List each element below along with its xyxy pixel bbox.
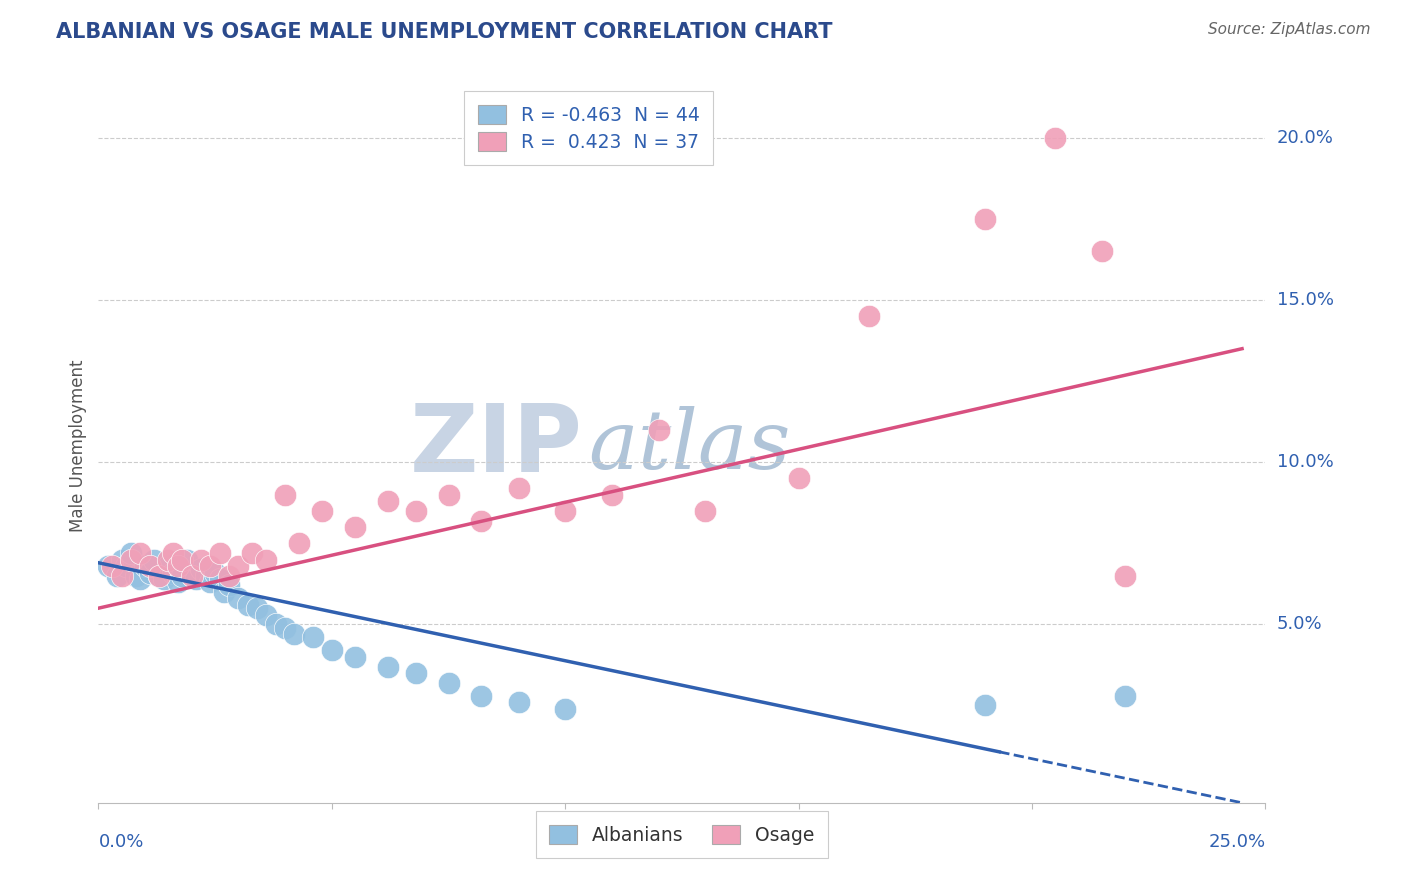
Point (190, 552, 212, 566)
Point (695, 504, 717, 518)
Point (157, 552, 180, 566)
Text: 0.0%: 0.0% (98, 833, 143, 851)
Point (274, 488, 297, 502)
Point (200, 575, 222, 590)
Point (105, 568, 128, 582)
Point (152, 572, 174, 586)
Point (129, 546, 152, 560)
Point (311, 504, 333, 518)
Point (190, 562, 212, 576)
Point (148, 568, 170, 582)
Point (186, 572, 208, 586)
Point (554, 702, 576, 716)
Point (405, 504, 427, 518)
Point (554, 504, 576, 518)
Point (115, 559, 138, 574)
Point (470, 689, 492, 703)
Point (256, 552, 278, 566)
Point (157, 559, 180, 574)
Point (148, 568, 170, 582)
Point (1045, 131, 1067, 145)
Text: 10.0%: 10.0% (1277, 453, 1333, 471)
Point (204, 566, 226, 580)
Y-axis label: Male Unemployment: Male Unemployment (69, 359, 87, 533)
Text: 25.0%: 25.0% (1208, 833, 1265, 851)
Point (344, 649, 367, 664)
Point (172, 568, 194, 582)
Point (344, 520, 367, 534)
Point (101, 559, 124, 574)
Point (228, 591, 250, 606)
Point (120, 546, 142, 560)
Point (256, 607, 278, 622)
Text: 20.0%: 20.0% (1277, 128, 1333, 147)
Point (264, 617, 287, 632)
Point (125, 568, 148, 582)
Text: 5.0%: 5.0% (1277, 615, 1322, 633)
Text: ALBANIAN VS OSAGE MALE UNEMPLOYMENT CORRELATION CHART: ALBANIAN VS OSAGE MALE UNEMPLOYMENT CORR… (56, 22, 832, 42)
Point (236, 598, 259, 612)
Point (162, 566, 184, 580)
Point (508, 695, 530, 709)
Point (134, 559, 156, 574)
Point (437, 675, 460, 690)
Text: ZIP: ZIP (409, 400, 582, 492)
Point (162, 546, 184, 560)
Point (139, 566, 162, 580)
Point (647, 423, 669, 437)
Point (218, 578, 240, 592)
Point (111, 568, 134, 582)
Point (858, 310, 880, 324)
Text: Source: ZipAtlas.com: Source: ZipAtlas.com (1208, 22, 1371, 37)
Point (166, 575, 188, 590)
Point (120, 552, 142, 566)
Point (974, 211, 997, 226)
Point (787, 471, 810, 485)
Point (139, 559, 162, 574)
Point (129, 572, 152, 586)
Point (508, 481, 530, 495)
Point (1114, 568, 1136, 582)
Point (172, 552, 194, 566)
Text: 15.0%: 15.0% (1277, 291, 1333, 309)
Point (1091, 244, 1114, 259)
Point (274, 621, 297, 635)
Point (97, 559, 120, 574)
Point (228, 559, 250, 574)
Point (242, 546, 264, 560)
Point (437, 488, 460, 502)
Point (194, 568, 217, 582)
Point (377, 494, 399, 508)
Point (208, 572, 231, 586)
Point (405, 666, 427, 681)
Point (600, 488, 623, 502)
Point (200, 559, 222, 574)
Point (143, 552, 166, 566)
Point (208, 546, 231, 560)
Point (283, 627, 305, 641)
Point (111, 552, 134, 566)
Point (321, 643, 343, 657)
Point (214, 585, 236, 599)
Point (180, 568, 202, 582)
Point (288, 536, 311, 550)
Point (246, 601, 269, 615)
Text: atlas: atlas (589, 406, 792, 486)
Point (974, 698, 997, 713)
Point (1114, 689, 1136, 703)
Legend: Albanians, Osage: Albanians, Osage (536, 812, 828, 857)
Point (377, 659, 399, 673)
Point (302, 631, 325, 645)
Point (218, 568, 240, 582)
Point (180, 568, 202, 582)
Point (470, 514, 492, 528)
Point (176, 552, 198, 566)
Point (166, 559, 188, 574)
